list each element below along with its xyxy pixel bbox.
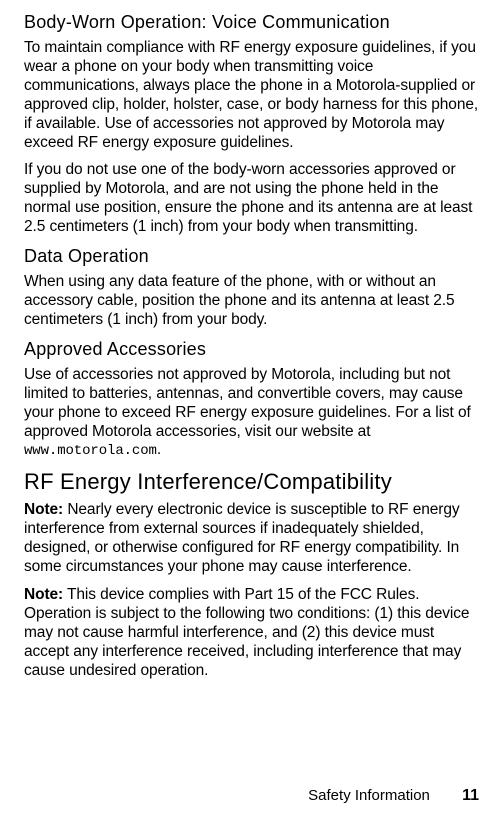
bodyworn-heading: Body-Worn Operation: Voice Communication bbox=[24, 12, 479, 33]
rf-heading: RF Energy Interference/Compatibility bbox=[24, 469, 479, 495]
approved-paragraph-1: Use of accessories not approved by Motor… bbox=[24, 366, 479, 461]
approved-url: www.motorola.com bbox=[24, 443, 157, 459]
main-content: Body-Worn Operation: Voice Communication… bbox=[24, 12, 479, 772]
rf-note-1: Note: Nearly every electronic device is … bbox=[24, 501, 479, 577]
note-label-1: Note: bbox=[24, 501, 63, 518]
rf-note-2: Note: This device complies with Part 15 … bbox=[24, 586, 479, 681]
note-label-2: Note: bbox=[24, 586, 63, 603]
approved-text-pre: Use of accessories not approved by Motor… bbox=[24, 366, 471, 440]
approved-text-post: . bbox=[157, 441, 161, 458]
dataop-heading: Data Operation bbox=[24, 246, 479, 267]
note-text-2: This device complies with Part 15 of the… bbox=[24, 586, 469, 679]
dataop-paragraph-1: When using any data feature of the phone… bbox=[24, 273, 479, 330]
approved-heading: Approved Accessories bbox=[24, 339, 479, 360]
page-number: 11 bbox=[462, 787, 479, 804]
bodyworn-paragraph-1: To maintain compliance with RF energy ex… bbox=[24, 39, 479, 152]
footer-section-title: Safety Information bbox=[308, 787, 430, 804]
note-text-1: Nearly every electronic device is suscep… bbox=[24, 501, 460, 575]
bodyworn-paragraph-2: If you do not use one of the body-worn a… bbox=[24, 161, 479, 237]
page-footer: Safety Information 11 bbox=[308, 787, 479, 805]
